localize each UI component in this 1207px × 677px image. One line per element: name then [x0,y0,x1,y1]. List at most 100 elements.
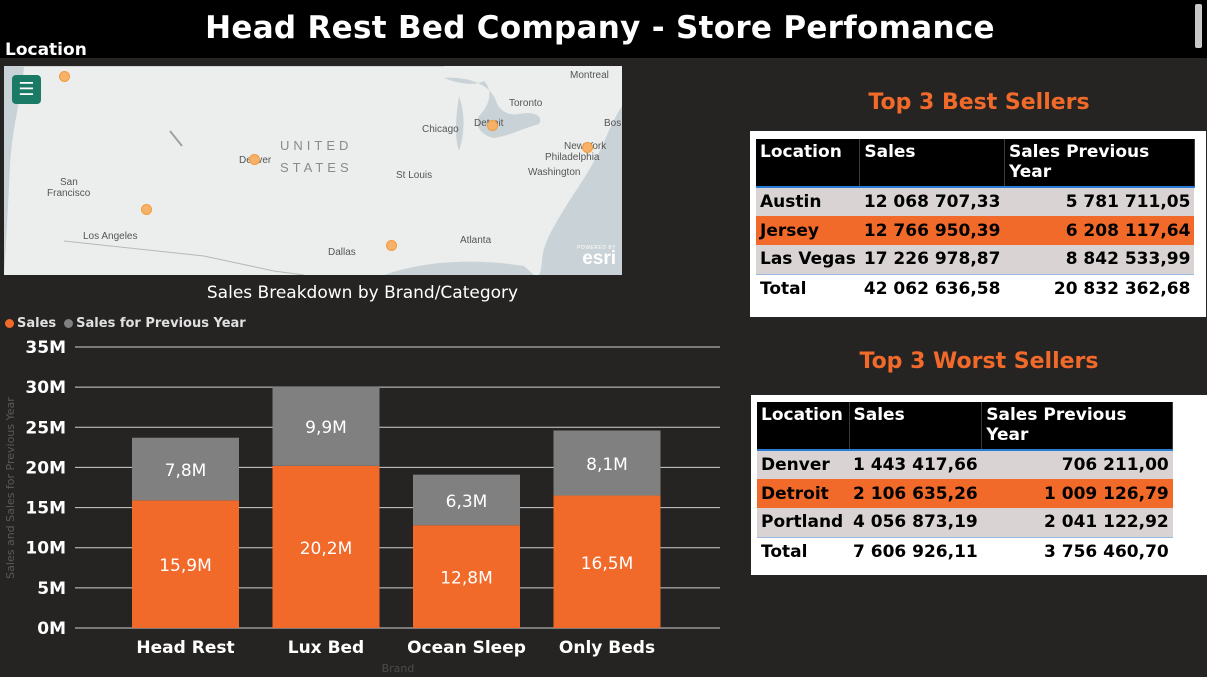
table-cell: Austin [756,187,860,216]
table-cell: 42 062 636,58 [859,273,1005,303]
title-bar [0,0,1207,58]
table-cell: 7 606 926,11 [849,536,982,566]
bar-previous-year [413,474,520,526]
worst-sellers-card: Location Sales Sales Previous Year Denve… [751,395,1207,575]
table-row[interactable]: Denver 1 443 417,66 706 211,00 [757,450,1173,479]
map-menu-button[interactable]: ☰ [12,75,41,104]
map-basemap [4,66,622,275]
table-row[interactable]: Austin 12 068 707,33 5 781 711,05 [756,187,1195,216]
bar-previous-year [132,437,239,501]
location-marker-2[interactable] [141,204,152,215]
city-label: Atlanta [460,235,492,246]
map-country-label: UNITED [280,138,353,153]
city-label: Francisco [47,188,91,199]
legend-dot-icon [64,319,74,328]
table-total-row: Total 42 062 636,58 20 832 362,68 [756,273,1195,303]
y-tick-label: 15M [25,499,66,519]
data-label-previous-year: 6,3M [446,492,488,512]
worst-sellers-title: Top 3 Worst Sellers [859,349,1099,374]
x-tick-label: Lux Bed [288,638,364,658]
esri-logo: POWERED BY esri [577,245,616,269]
map-country-label: STATES [280,160,353,175]
column-header[interactable]: Sales [849,402,983,451]
city-label: Chicago [422,124,459,135]
table-cell: 1 009 126,79 [981,479,1173,508]
table-cell: 4 056 873,19 [849,508,982,537]
chart-title: Sales Breakdown by Brand/Category [206,283,519,303]
x-tick-label: Ocean Sleep [407,638,526,658]
table-cell: Jersey [756,216,860,245]
data-label-sales: 20,2M [300,539,353,559]
data-label-sales: 15,9M [159,556,212,576]
location-marker-1[interactable] [59,71,70,82]
location-map[interactable]: ☰ Montreal Toronto Chicago Detroit Bos N… [4,66,622,275]
table-cell: 12 068 707,33 [859,187,1005,216]
table-cell: Denver [757,450,849,479]
location-marker-3[interactable] [249,154,260,165]
city-label: Dallas [328,247,356,258]
data-label-previous-year: 9,9M [305,418,347,438]
y-tick-label: 20M [25,458,66,478]
data-label-sales: 16,5M [581,554,634,574]
x-tick-label: Only Beds [559,638,655,658]
legend-dot-icon [5,319,14,328]
location-marker-4[interactable] [386,240,397,251]
table-cell: Total [756,273,860,303]
city-label: Los Angeles [83,231,138,242]
legend-item-sales[interactable]: Sales [5,316,56,331]
location-marker-5[interactable] [487,120,498,131]
best-sellers-card: Location Sales Sales Previous Year Austi… [750,131,1206,317]
bar-sales [553,495,661,628]
bar-previous-year [553,430,661,496]
city-label: Bos [604,118,622,129]
column-header[interactable]: Sales Previous Year [1004,139,1195,188]
column-header[interactable]: Location [757,402,850,451]
bar-previous-year [272,386,380,466]
table-cell: 5 781 711,05 [1004,187,1195,216]
data-label-previous-year: 7,8M [165,461,207,481]
page-title: Head Rest Bed Company - Store Perfomance [205,10,995,46]
city-label: Montreal [570,70,609,81]
y-axis-title: Sales and Sales for Previous Year [4,397,17,579]
table-cell: Las Vegas [756,245,860,274]
y-tick-label: 5M [37,579,66,599]
table-cell: 3 756 460,70 [981,536,1173,566]
table-cell: 2 106 635,26 [849,479,982,508]
worst-sellers-table: Location Sales Sales Previous Year Denve… [757,402,1174,566]
y-tick-label: 0M [37,619,66,639]
table-cell: 20 832 362,68 [1004,273,1195,303]
scroll-indicator[interactable] [1195,4,1202,48]
city-label: San [60,177,78,188]
table-cell: Detroit [757,479,849,508]
bar-sales [272,465,380,628]
city-label: Washington [528,167,581,178]
best-sellers-title: Top 3 Best Sellers [868,90,1090,115]
column-header[interactable]: Sales [859,139,1005,188]
y-tick-label: 35M [25,338,66,358]
table-cell: 17 226 978,87 [859,245,1005,274]
column-header[interactable]: Location [756,139,861,188]
table-row[interactable]: Detroit 2 106 635,26 1 009 126,79 [757,479,1173,508]
x-axis-title: Brand [382,662,415,675]
bar-sales [132,500,239,628]
chart-legend: Sales Sales for Previous Year [5,316,246,331]
bar-sales [413,525,520,628]
location-marker-6[interactable] [582,142,593,153]
sales-breakdown-chart: Sales and Sales for Previous Year 0M 5M 10M… [4,338,720,675]
table-row[interactable]: Las Vegas 17 226 978,87 8 842 533,99 [756,245,1195,274]
table-cell: 12 766 950,39 [859,216,1005,245]
city-label: Toronto [509,98,543,109]
data-label-previous-year: 8,1M [586,455,628,475]
column-header[interactable]: Sales Previous Year [981,402,1174,451]
map-label: Location [5,40,87,60]
data-label-sales: 12,8M [440,569,493,589]
x-tick-label: Head Rest [136,638,234,658]
table-row[interactable]: Portland 4 056 873,19 2 041 122,92 [757,508,1173,537]
table-row[interactable]: Jersey 12 766 950,39 6 208 117,64 [756,216,1195,245]
table-cell: Total [757,536,849,566]
legend-item-previous-year[interactable]: Sales for Previous Year [64,316,246,331]
best-sellers-table: Location Sales Sales Previous Year Austi… [756,139,1195,303]
table-cell: 2 041 122,92 [981,508,1173,537]
table-cell: 706 211,00 [981,450,1173,479]
table-total-row: Total 7 606 926,11 3 756 460,70 [757,536,1173,566]
